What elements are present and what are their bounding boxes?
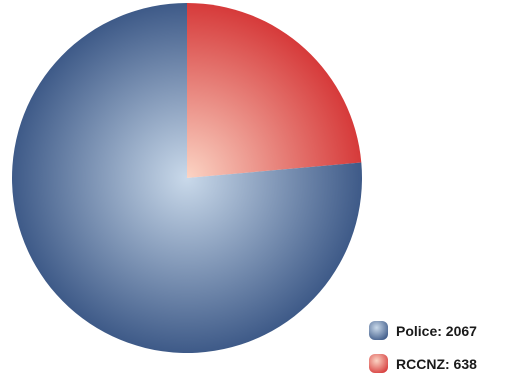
pie-slice-rccnz (187, 2, 362, 178)
legend: Police: 2067 RCCNZ: 638 (369, 321, 477, 373)
pie-slice-police (12, 3, 363, 353)
legend-label-rccnz: RCCNZ: 638 (396, 356, 477, 372)
legend-swatch-rccnz (369, 354, 388, 373)
pie-slices (12, 2, 363, 353)
legend-label-police: Police: 2067 (396, 323, 477, 339)
legend-swatch-police (369, 321, 388, 340)
